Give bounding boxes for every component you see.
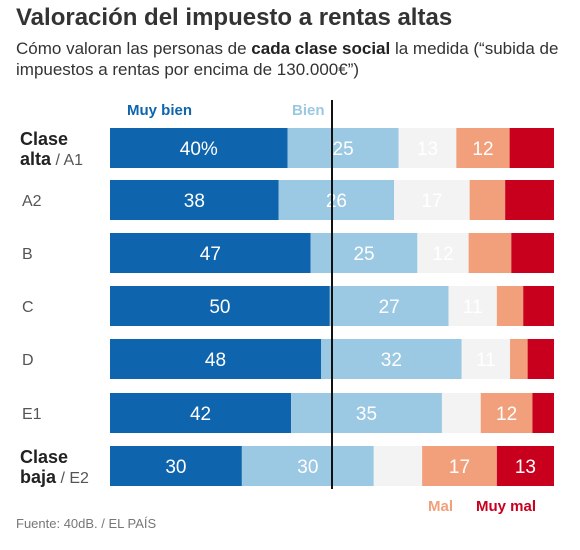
data-label: 47 bbox=[200, 244, 221, 265]
data-label: 11 bbox=[463, 297, 483, 318]
category-label-bold: Clase bbox=[20, 129, 68, 149]
data-label: 25 bbox=[333, 139, 354, 160]
data-label: 25 bbox=[353, 244, 374, 265]
bar-segment bbox=[110, 339, 322, 379]
bar-segment bbox=[448, 286, 497, 326]
category-label-bold: alta / A1 bbox=[20, 149, 83, 169]
bar-segment bbox=[456, 128, 510, 168]
bar-segment bbox=[441, 393, 481, 433]
chart-title: Valoración del impuesto a rentas altas bbox=[16, 4, 453, 31]
bar-segment bbox=[110, 128, 288, 168]
category-label: C bbox=[22, 299, 34, 316]
data-label: 12 bbox=[432, 244, 453, 265]
data-label: 42 bbox=[190, 404, 211, 425]
bar-segment bbox=[394, 180, 470, 220]
legend-mal: Mal bbox=[428, 498, 453, 515]
bar-segment bbox=[468, 233, 512, 273]
category-label: A2 bbox=[22, 193, 42, 210]
bar-segment bbox=[321, 339, 462, 379]
legend-muy-bien: Muy bien bbox=[127, 102, 192, 119]
category-label-code: / E2 bbox=[56, 470, 89, 487]
legend-muy-mal: Muy mal bbox=[476, 498, 536, 515]
bar-segment bbox=[373, 446, 423, 486]
data-label: 12 bbox=[472, 139, 493, 160]
bar-segment bbox=[509, 128, 554, 168]
bar-segment bbox=[505, 180, 554, 220]
bar-segment bbox=[398, 128, 457, 168]
bar-segment bbox=[310, 233, 418, 273]
bar-segment bbox=[496, 446, 554, 486]
data-label: 50 bbox=[209, 297, 230, 318]
bar-segment bbox=[278, 180, 395, 220]
bar-segment bbox=[110, 286, 330, 326]
bar-segment bbox=[461, 339, 511, 379]
bar-segment bbox=[511, 233, 554, 273]
bar-segment bbox=[523, 286, 554, 326]
chart-subtitle: Cómo valoran las personas de cada clase … bbox=[16, 38, 576, 80]
data-label: 30 bbox=[297, 457, 318, 478]
data-label: 13 bbox=[417, 139, 438, 160]
bar-segment bbox=[110, 233, 311, 273]
source-note: Fuente: 40dB. / EL PAÍS bbox=[16, 516, 157, 531]
bar-segment bbox=[287, 128, 399, 168]
bar-segment bbox=[110, 393, 292, 433]
bar-segment bbox=[110, 446, 242, 486]
bar-segment bbox=[417, 233, 469, 273]
bar-segment bbox=[527, 339, 554, 379]
data-label: 17 bbox=[421, 191, 442, 212]
category-label: D bbox=[22, 352, 34, 369]
data-label: 27 bbox=[379, 297, 400, 318]
bar-segment bbox=[510, 339, 528, 379]
data-label: 12 bbox=[496, 404, 517, 425]
bar-segment bbox=[110, 180, 279, 220]
legend-bien: Bien bbox=[292, 102, 325, 119]
subtitle-text-end: la medida (“subida de impuestos a rentas… bbox=[16, 39, 559, 79]
bar-segment bbox=[241, 446, 374, 486]
data-label: 11 bbox=[476, 350, 496, 371]
category-label-bold: baja / E2 bbox=[20, 467, 89, 487]
data-label: 32 bbox=[381, 350, 402, 371]
data-label: 35 bbox=[356, 404, 377, 425]
bar-segment bbox=[422, 446, 497, 486]
data-label: 26 bbox=[326, 191, 347, 212]
data-label: 17 bbox=[449, 457, 470, 478]
category-label: B bbox=[22, 246, 33, 263]
subtitle-emphasis: cada clase social bbox=[251, 39, 391, 58]
bar-segment bbox=[532, 393, 554, 433]
category-label-code: / A1 bbox=[51, 152, 83, 169]
data-label: 48 bbox=[205, 350, 226, 371]
data-label: 38 bbox=[184, 191, 205, 212]
category-label-bold: Clase bbox=[20, 447, 68, 467]
bar-segment bbox=[291, 393, 442, 433]
data-label: 40% bbox=[180, 139, 218, 160]
bar-segment bbox=[496, 286, 524, 326]
bar-segment bbox=[469, 180, 506, 220]
data-label: 30 bbox=[165, 457, 186, 478]
category-label: E1 bbox=[22, 406, 42, 423]
bar-segment bbox=[329, 286, 449, 326]
subtitle-text-start: Cómo valoran las personas de bbox=[16, 39, 252, 58]
data-label: 13 bbox=[515, 457, 536, 478]
bar-segment bbox=[480, 393, 533, 433]
